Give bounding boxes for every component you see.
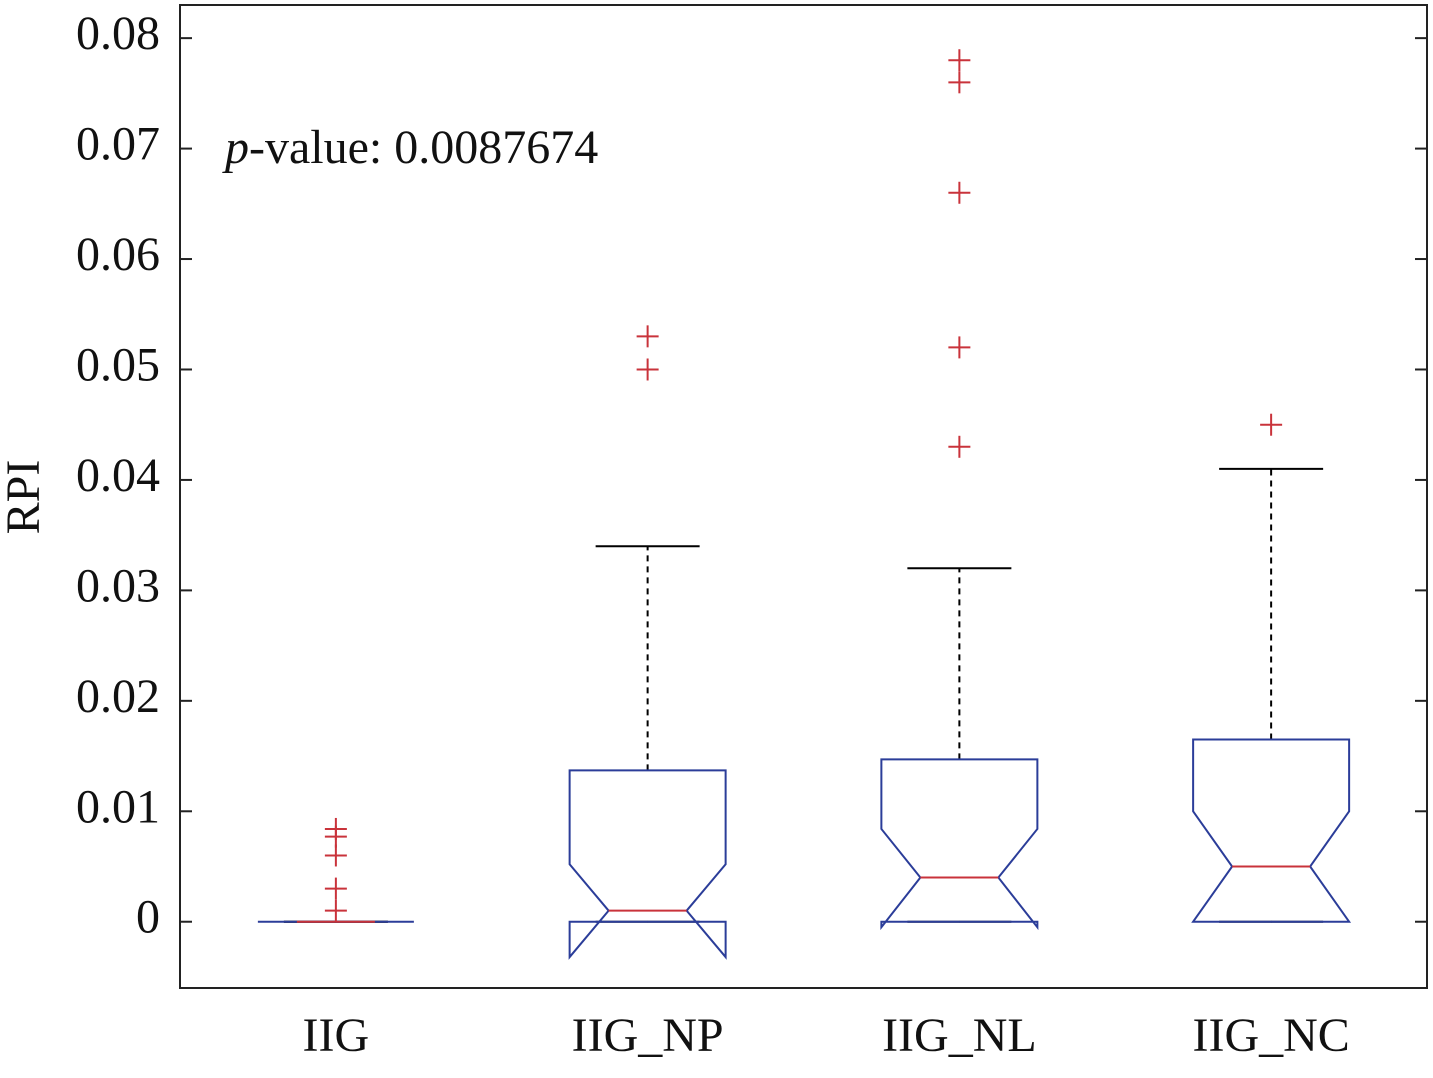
x-tick-label: IIG_NL bbox=[882, 1009, 1037, 1062]
y-tick-label: 0.05 bbox=[76, 338, 160, 391]
outlier bbox=[948, 336, 971, 359]
y-tick-label: 0.07 bbox=[76, 118, 160, 171]
annotation-italic: p bbox=[222, 121, 249, 174]
outlier bbox=[948, 435, 971, 458]
y-tick-label: 0.01 bbox=[76, 780, 160, 833]
y-tick-label: 0.06 bbox=[76, 228, 160, 281]
plot-frame bbox=[179, 4, 1428, 989]
outlier bbox=[636, 325, 659, 348]
y-axis-label: RPI bbox=[0, 460, 50, 535]
x-tick-label: IIG_NP bbox=[572, 1009, 724, 1062]
outlier bbox=[324, 825, 347, 848]
y-tick-label: 0.03 bbox=[76, 559, 160, 612]
outlier bbox=[636, 358, 659, 381]
y-tick-label: 0.02 bbox=[76, 670, 160, 723]
annotation-text: -value: 0.0087674 bbox=[249, 121, 598, 174]
annotation: p-value: 0.0087674 bbox=[222, 121, 598, 174]
outlier bbox=[948, 71, 971, 94]
box bbox=[568, 769, 727, 960]
outlier bbox=[324, 844, 347, 867]
y-tick-label: 0.08 bbox=[76, 7, 160, 60]
x-tick-label: IIG bbox=[303, 1009, 370, 1062]
outlier bbox=[324, 899, 347, 922]
box bbox=[1191, 738, 1352, 923]
y-tick-label: 0 bbox=[136, 891, 160, 944]
box bbox=[880, 758, 1039, 931]
outlier bbox=[324, 877, 347, 900]
outlier bbox=[1260, 413, 1283, 436]
outlier bbox=[948, 181, 971, 204]
outlier bbox=[948, 49, 971, 72]
x-tick-label: IIG_NC bbox=[1192, 1009, 1349, 1062]
y-tick-label: 0.04 bbox=[76, 449, 160, 502]
